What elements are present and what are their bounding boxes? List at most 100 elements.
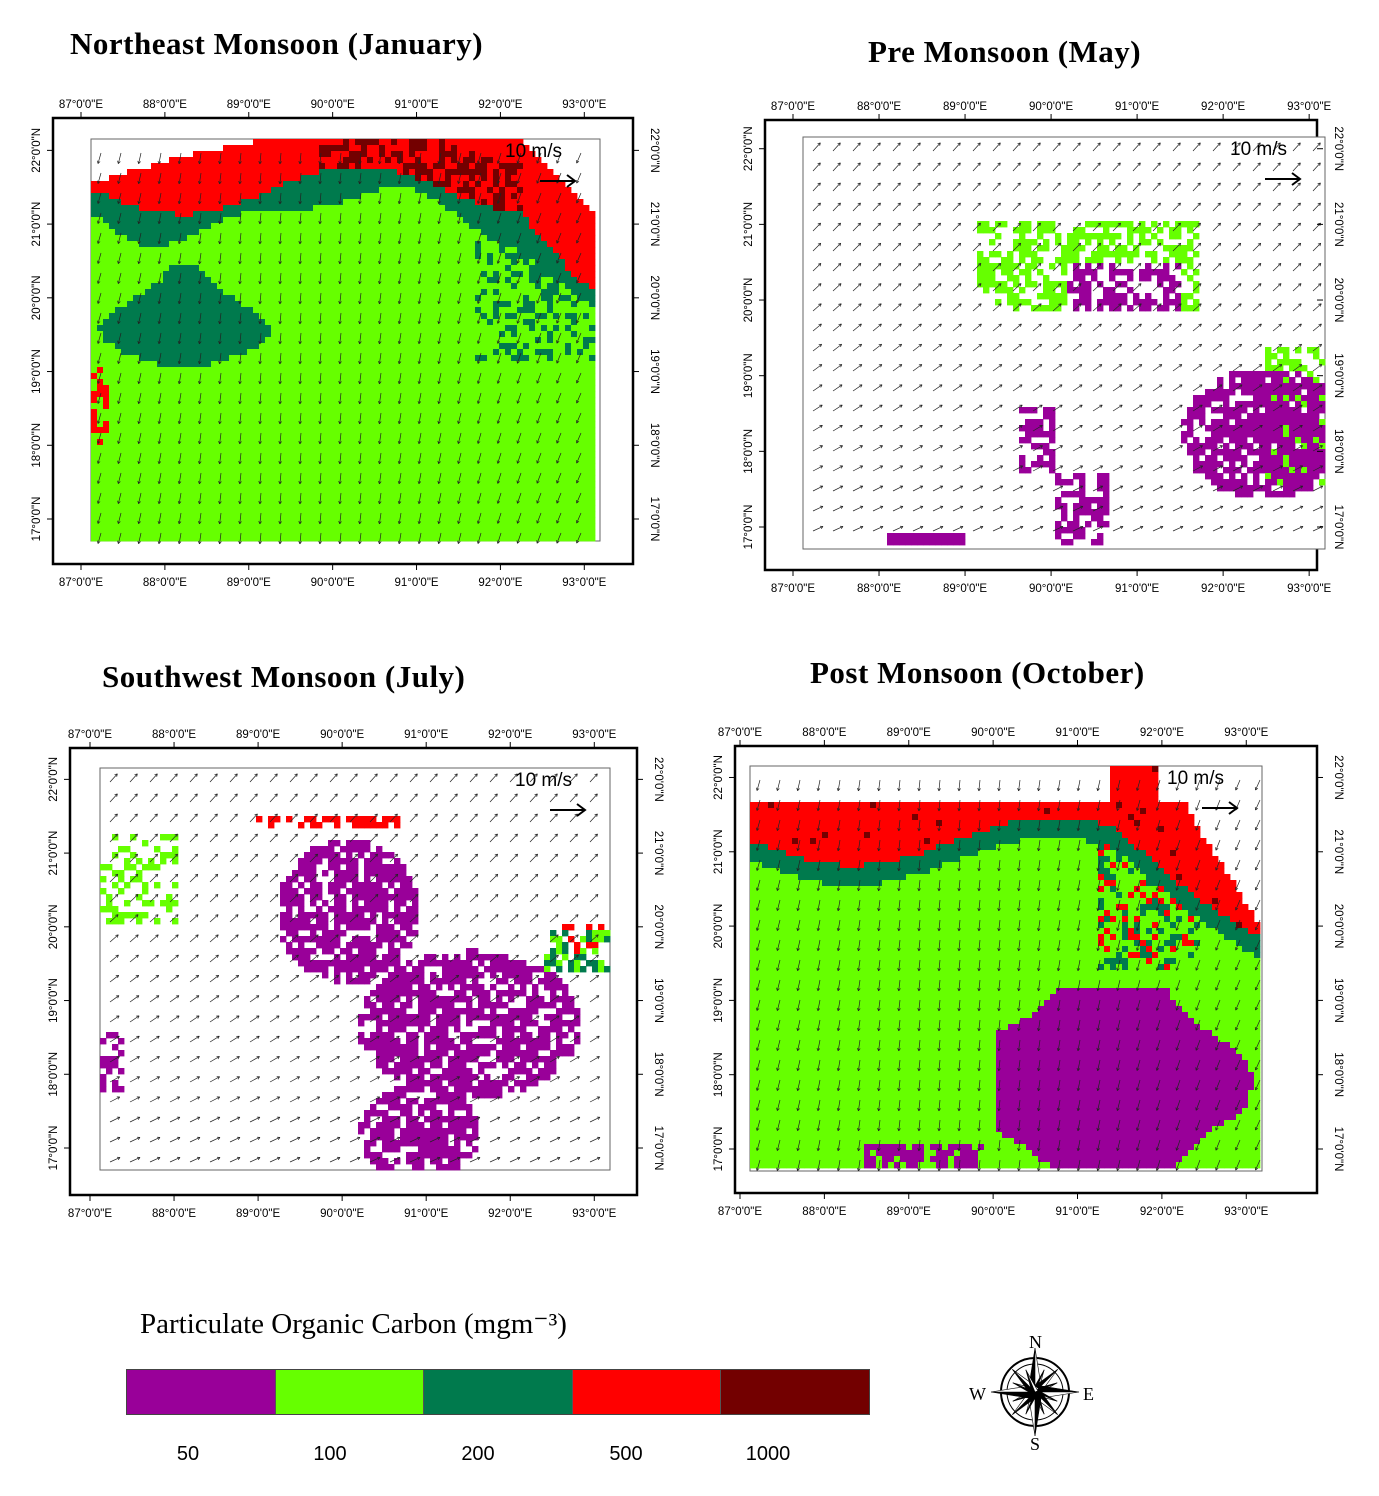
concentration-cell [175, 415, 182, 422]
concentration-cell [481, 313, 488, 320]
concentration-cell [463, 181, 470, 188]
concentration-cell [409, 427, 416, 434]
concentration-cell [205, 325, 212, 332]
concentration-cell [499, 163, 506, 170]
concentration-cell [451, 337, 458, 344]
concentration-cell [499, 283, 506, 290]
concentration-cell [409, 157, 416, 164]
concentration-cell [127, 187, 134, 194]
concentration-cell [271, 163, 278, 170]
concentration-cell [193, 415, 200, 422]
concentration-cell [457, 409, 464, 416]
concentration-cell [295, 205, 302, 212]
concentration-cell [247, 391, 254, 398]
concentration-cell [259, 241, 266, 248]
concentration-cell [301, 391, 308, 398]
concentration-cell [529, 469, 536, 476]
concentration-cell [181, 391, 188, 398]
concentration-cell [559, 283, 566, 290]
concentration-cell [433, 139, 440, 146]
concentration-cell [301, 235, 308, 242]
concentration-cell [331, 469, 338, 476]
concentration-cell [475, 367, 482, 374]
concentration-cell [409, 289, 416, 296]
concentration-cell [277, 247, 284, 254]
concentration-cell [325, 235, 332, 242]
concentration-cell [433, 445, 440, 452]
concentration-cell [211, 163, 218, 170]
concentration-cell [373, 331, 380, 338]
concentration-cell [499, 421, 506, 428]
concentration-cell [313, 295, 320, 302]
concentration-cell [265, 487, 272, 494]
concentration-cell [541, 289, 548, 296]
concentration-cell [163, 199, 170, 206]
concentration-cell [451, 469, 458, 476]
concentration-cell [349, 301, 356, 308]
concentration-cell [187, 439, 194, 446]
concentration-cell [505, 313, 512, 320]
concentration-cell [541, 439, 548, 446]
concentration-cell [289, 379, 296, 386]
concentration-cell [403, 457, 410, 464]
concentration-cell [505, 331, 512, 338]
concentration-cell [583, 307, 590, 314]
concentration-cell [205, 355, 212, 362]
concentration-cell [499, 289, 506, 296]
concentration-cell [157, 427, 164, 434]
concentration-cell [133, 349, 140, 356]
concentration-cell [469, 373, 476, 380]
concentration-cell [565, 229, 572, 236]
concentration-cell [265, 319, 272, 326]
concentration-cell [163, 457, 170, 464]
concentration-cell [577, 301, 584, 308]
concentration-cell [589, 385, 596, 392]
concentration-cell [499, 493, 506, 500]
concentration-cell [283, 163, 290, 170]
concentration-cell [331, 151, 338, 158]
concentration-cell [451, 475, 458, 482]
concentration-cell [325, 505, 332, 512]
concentration-cell [355, 181, 362, 188]
concentration-cell [511, 385, 518, 392]
concentration-cell [505, 349, 512, 356]
concentration-cell [421, 271, 428, 278]
concentration-cell [331, 271, 338, 278]
concentration-cell [91, 331, 98, 338]
concentration-cell [487, 157, 494, 164]
concentration-cell [523, 481, 530, 488]
concentration-cell [265, 295, 272, 302]
concentration-cell [463, 445, 470, 452]
concentration-cell [307, 409, 314, 416]
concentration-cell [343, 265, 350, 272]
concentration-cell [283, 361, 290, 368]
concentration-cell [181, 325, 188, 332]
concentration-cell [463, 373, 470, 380]
concentration-cell [223, 499, 230, 506]
concentration-cell [589, 283, 596, 290]
concentration-cell [115, 373, 122, 380]
concentration-cell [487, 289, 494, 296]
concentration-cell [529, 253, 536, 260]
concentration-cell [415, 421, 422, 428]
concentration-cell [469, 211, 476, 218]
concentration-cell [349, 139, 356, 146]
concentration-cell [343, 295, 350, 302]
concentration-cell [133, 247, 140, 254]
concentration-cell [409, 193, 416, 200]
concentration-cell [403, 187, 410, 194]
concentration-cell [367, 349, 374, 356]
concentration-cell [187, 193, 194, 200]
concentration-cell [157, 205, 164, 212]
concentration-cell [475, 469, 482, 476]
concentration-cell [385, 397, 392, 404]
concentration-cell [439, 385, 446, 392]
concentration-cell [511, 499, 518, 506]
concentration-cell [313, 499, 320, 506]
concentration-cell [445, 301, 452, 308]
concentration-cell [367, 145, 374, 152]
concentration-cell [343, 139, 350, 146]
concentration-cell [205, 481, 212, 488]
concentration-cell [121, 199, 128, 206]
concentration-cell [319, 457, 326, 464]
